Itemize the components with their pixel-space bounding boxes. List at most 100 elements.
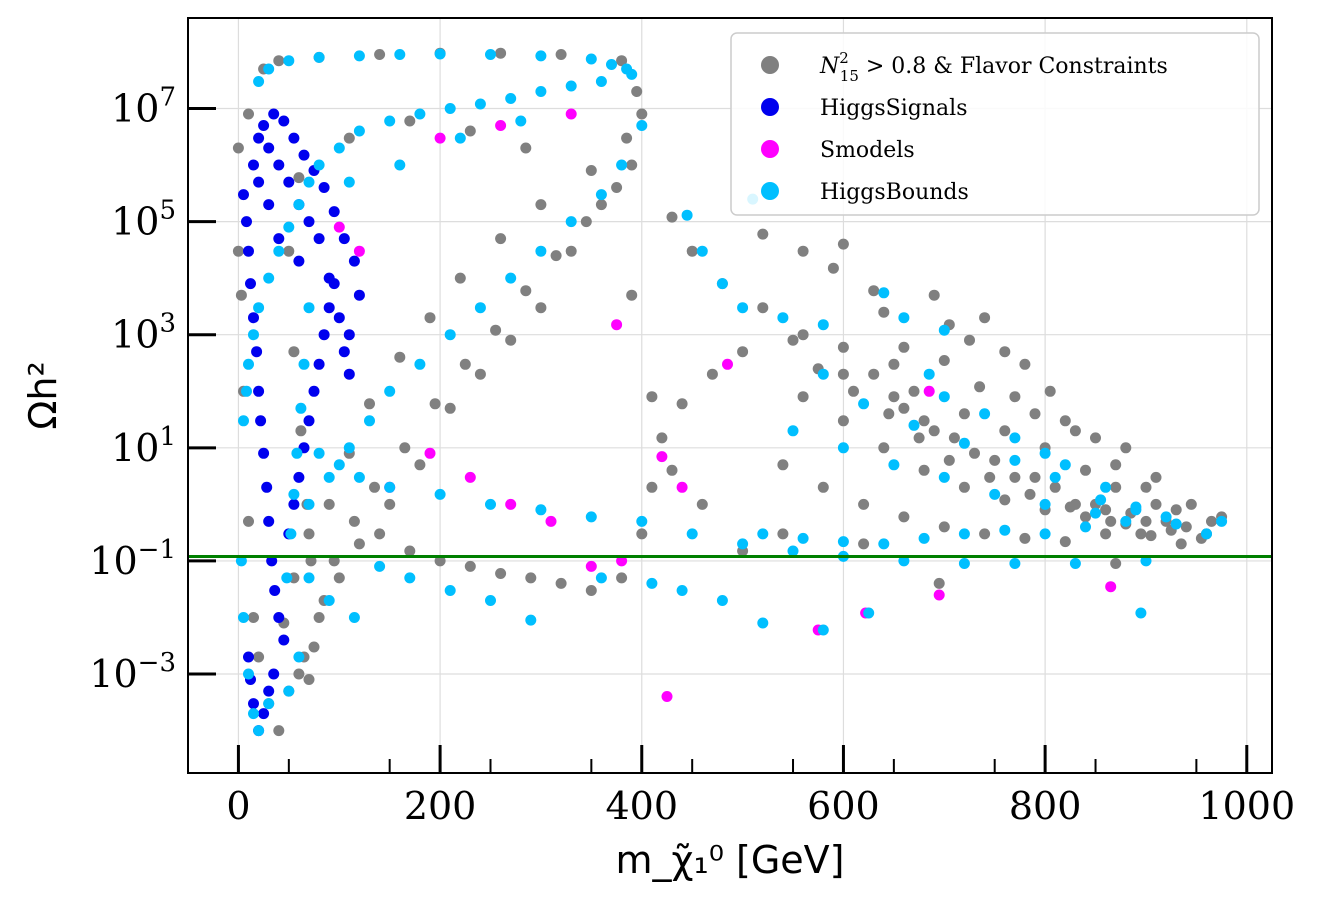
data-point xyxy=(283,245,295,257)
data-point xyxy=(817,624,829,636)
data-point xyxy=(394,159,406,171)
data-point xyxy=(878,442,890,454)
data-point xyxy=(984,471,996,483)
data-point xyxy=(293,668,305,680)
data-point xyxy=(999,425,1011,437)
data-point xyxy=(626,68,638,80)
data-point xyxy=(1009,391,1021,403)
data-point xyxy=(273,725,285,737)
data-point xyxy=(646,577,658,589)
data-point xyxy=(248,159,259,171)
data-point xyxy=(606,59,617,70)
data-point xyxy=(505,498,517,510)
data-point xyxy=(1039,498,1051,510)
data-point xyxy=(1175,538,1187,550)
data-point xyxy=(505,334,517,346)
legend-marker xyxy=(761,182,779,200)
data-point xyxy=(333,312,345,324)
data-point xyxy=(565,80,577,92)
data-point xyxy=(288,346,300,358)
data-point xyxy=(343,368,355,380)
data-point xyxy=(1039,447,1051,459)
data-point xyxy=(495,568,507,579)
data-point xyxy=(631,86,643,97)
data-point xyxy=(1140,481,1152,493)
data-point xyxy=(343,442,355,454)
data-point xyxy=(1049,481,1061,493)
legend: N2 15 > 0.8 & Flavor Constraints HiggsSign… xyxy=(730,32,1260,216)
data-point xyxy=(243,668,254,680)
data-point xyxy=(374,560,386,572)
data-point xyxy=(490,324,502,336)
data-point xyxy=(565,108,577,120)
data-point xyxy=(255,415,267,427)
legend-box xyxy=(730,32,1260,216)
legend-marker xyxy=(761,98,779,116)
data-point xyxy=(424,447,436,459)
data-point xyxy=(580,216,592,228)
data-point xyxy=(238,612,249,623)
series-3 xyxy=(235,48,1228,737)
data-point xyxy=(485,498,496,510)
data-point xyxy=(928,289,940,301)
data-point xyxy=(243,515,254,527)
data-point xyxy=(1140,515,1152,527)
data-point xyxy=(565,216,577,228)
data-point xyxy=(235,289,247,301)
data-point xyxy=(278,115,290,127)
data-point xyxy=(616,572,628,584)
data-point xyxy=(913,432,925,444)
data-point xyxy=(281,572,293,584)
data-point xyxy=(898,555,910,567)
data-point xyxy=(424,312,436,324)
data-point xyxy=(535,86,547,97)
data-point xyxy=(414,459,426,471)
x-tick-label: 400 xyxy=(606,784,679,828)
data-point xyxy=(293,471,305,483)
data-point xyxy=(837,442,849,454)
data-point xyxy=(318,182,330,193)
data-point xyxy=(722,358,733,370)
data-point xyxy=(868,368,880,380)
data-point xyxy=(686,528,698,540)
data-point xyxy=(308,385,320,397)
data-point xyxy=(1150,471,1162,483)
data-point xyxy=(737,538,749,550)
data-point xyxy=(898,511,910,523)
data-point xyxy=(474,98,486,110)
data-point xyxy=(444,329,456,341)
data-point xyxy=(384,385,396,397)
data-point xyxy=(261,481,273,493)
data-point xyxy=(263,142,275,154)
data-point xyxy=(1120,515,1132,527)
data-point xyxy=(348,515,360,527)
data-point xyxy=(353,245,365,257)
data-point xyxy=(858,498,870,510)
data-point xyxy=(636,108,648,120)
data-point xyxy=(348,255,360,267)
data-point xyxy=(248,708,259,720)
data-point xyxy=(243,651,254,663)
data-point xyxy=(235,555,247,567)
data-point xyxy=(293,172,305,184)
data-point xyxy=(837,415,849,427)
legend-label: HiggsBounds xyxy=(820,180,969,205)
data-point xyxy=(238,415,249,427)
data-point xyxy=(928,425,940,437)
data-point xyxy=(303,216,315,228)
data-point xyxy=(353,538,365,550)
data-point xyxy=(898,402,910,414)
data-point xyxy=(343,176,355,188)
data-point xyxy=(263,515,275,527)
data-point xyxy=(943,454,955,466)
data-point xyxy=(1064,501,1076,513)
data-point xyxy=(1105,581,1117,593)
data-point xyxy=(283,176,295,188)
data-point xyxy=(318,329,330,341)
data-point xyxy=(979,528,991,540)
data-point xyxy=(485,595,496,606)
data-point xyxy=(777,528,789,540)
data-point xyxy=(464,125,476,137)
data-point xyxy=(863,607,875,619)
data-point xyxy=(535,245,547,257)
